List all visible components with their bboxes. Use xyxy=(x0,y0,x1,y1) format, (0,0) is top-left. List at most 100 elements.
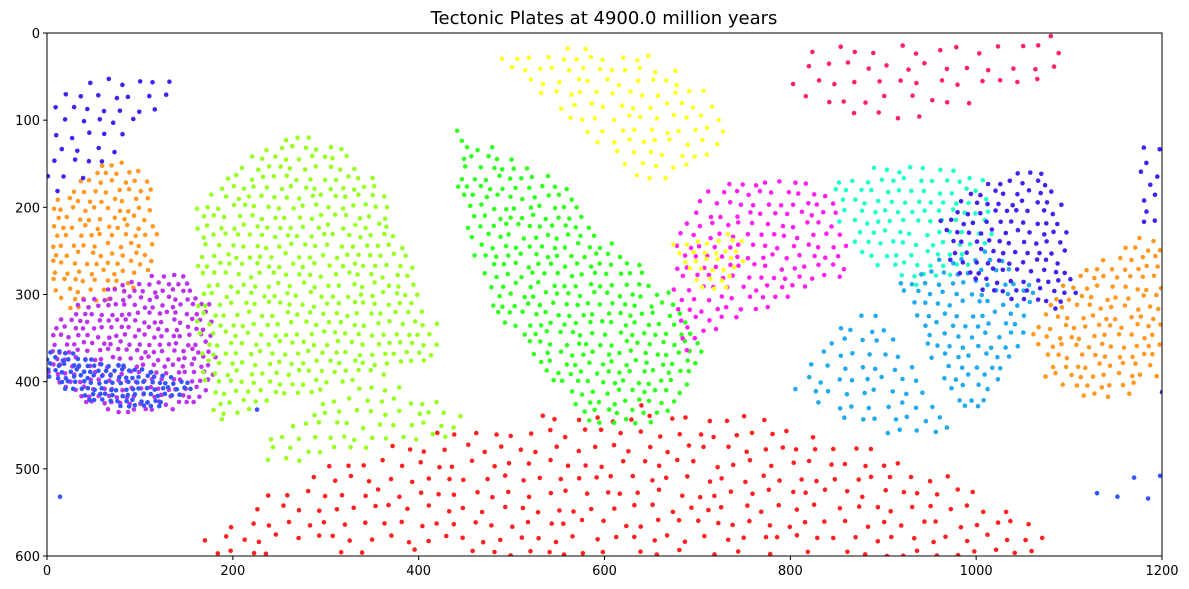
plate-15-point xyxy=(959,239,964,244)
plate-9-point xyxy=(764,283,770,288)
plate-3-point xyxy=(143,350,148,355)
plate-5-point xyxy=(221,411,226,417)
plate-0-point xyxy=(380,457,385,463)
plate-5-point xyxy=(241,282,246,288)
plate-0-point xyxy=(256,539,262,545)
plate-7-point xyxy=(587,360,592,366)
plate-7-point xyxy=(552,205,558,211)
plate-4-point xyxy=(148,369,154,375)
plate-9-point xyxy=(691,296,697,302)
plate-5-point xyxy=(312,285,317,290)
plate-3-point xyxy=(181,274,186,279)
plate-3-point xyxy=(200,327,206,333)
plate-11-point xyxy=(1033,66,1038,72)
plate-5-point xyxy=(357,216,363,221)
plate-14-point xyxy=(1003,282,1008,288)
plate-0-point xyxy=(470,548,475,554)
plate-4-point xyxy=(124,398,129,404)
plate-15-point xyxy=(1038,190,1043,196)
plate-5-point xyxy=(428,352,434,358)
plate-4-point xyxy=(47,374,52,379)
plate-14-point xyxy=(970,314,976,319)
plate-3-point xyxy=(136,281,142,287)
plate-1-point xyxy=(94,261,99,267)
plate-3-point xyxy=(147,297,153,303)
plate-9-point xyxy=(809,213,815,218)
plate-3-point xyxy=(108,296,113,302)
plate-0-point xyxy=(296,507,302,513)
plate-5-point xyxy=(345,313,350,319)
plate-12-point xyxy=(940,239,946,245)
plate-9-point xyxy=(791,243,797,249)
plate-3-point xyxy=(193,342,198,348)
plate-7-point xyxy=(513,280,519,286)
plate-3-point xyxy=(171,272,177,278)
plate-0-point xyxy=(632,502,637,508)
plate-0-point xyxy=(338,550,344,555)
plate-4-point xyxy=(130,386,136,392)
plate-1-point xyxy=(149,258,154,264)
plate-14-point xyxy=(1005,291,1011,297)
plate-3-point xyxy=(172,317,177,322)
plate-12-point xyxy=(906,231,912,237)
plate-9-point xyxy=(830,201,836,206)
plate-16-point xyxy=(87,130,92,135)
plate-11-point xyxy=(1035,76,1040,82)
plate-10-point xyxy=(691,249,697,255)
plate-9-point xyxy=(715,306,720,312)
plate-5-point xyxy=(294,332,300,337)
plate-10-point xyxy=(728,255,734,261)
plate-1-point xyxy=(105,240,111,246)
plate-2-point xyxy=(1085,383,1090,388)
plate-9-point xyxy=(735,254,740,260)
plate-1-point xyxy=(138,188,144,194)
plate-4-point xyxy=(136,374,141,380)
plate-4-point xyxy=(72,379,78,385)
plate-5-point xyxy=(409,340,415,346)
plate-0-point xyxy=(1029,548,1034,554)
plate-7-point xyxy=(582,254,587,260)
plate-11-point xyxy=(1020,43,1026,49)
plate-5-point xyxy=(287,166,293,171)
plate-4-point xyxy=(85,385,91,391)
plate-1-point xyxy=(79,233,84,238)
plate-0-point xyxy=(663,475,669,481)
plate-6-point xyxy=(413,437,419,442)
plate-0-point xyxy=(307,523,313,528)
plate-1-point xyxy=(103,170,109,176)
plate-6-point xyxy=(336,409,342,414)
plate-2-point xyxy=(1050,344,1056,350)
isolated-point xyxy=(1145,496,1151,501)
plate-3-point xyxy=(206,302,212,307)
plate-14-point xyxy=(986,321,991,326)
plate-0-point xyxy=(594,475,599,480)
plate-3-point xyxy=(85,348,90,354)
plate-8-point xyxy=(615,148,620,154)
plate-7-point xyxy=(608,320,614,325)
plate-5-point xyxy=(307,272,313,278)
plate-5-point xyxy=(211,213,216,218)
plate-5-point xyxy=(241,222,246,227)
plate-0-point xyxy=(592,444,598,450)
plate-2-point xyxy=(1081,393,1086,398)
plate-7-point xyxy=(507,176,513,181)
plate-1-point xyxy=(128,258,134,264)
plate-7-point xyxy=(516,221,521,227)
plate-15-point xyxy=(1055,221,1060,227)
plate-1-point xyxy=(119,198,125,204)
plate-5-point xyxy=(283,157,289,162)
plate-9-point xyxy=(697,223,703,229)
plate-0-point xyxy=(598,427,604,433)
plate-15-point xyxy=(1009,296,1014,302)
plate-2-point xyxy=(1104,316,1109,322)
plate-4-point xyxy=(48,350,53,355)
plate-5-point xyxy=(283,250,288,256)
plate-7-point xyxy=(609,283,615,288)
plate-5-point xyxy=(212,270,217,275)
plate-12-point xyxy=(853,197,858,202)
plate-14-point xyxy=(940,289,945,295)
plate-9-point xyxy=(830,262,836,267)
plate-1-point xyxy=(105,278,111,283)
plate-15-point xyxy=(1007,178,1013,184)
plate-7-point xyxy=(496,309,501,315)
